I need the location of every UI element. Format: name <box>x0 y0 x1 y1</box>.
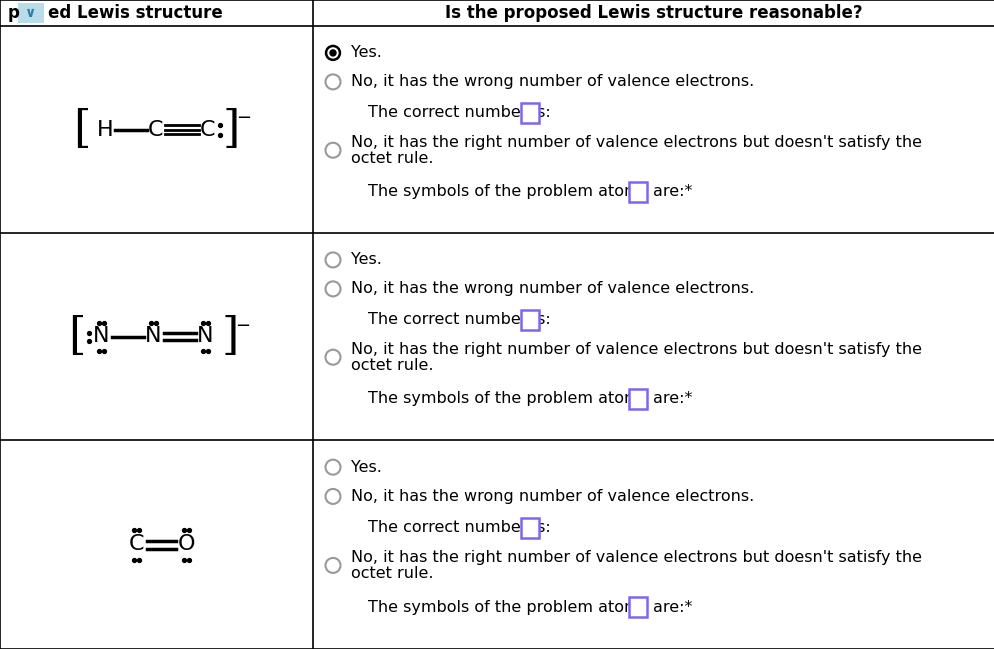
Text: Is the proposed Lewis structure reasonable?: Is the proposed Lewis structure reasonab… <box>444 4 862 22</box>
Text: octet rule.: octet rule. <box>351 151 433 165</box>
Text: No, it has the wrong number of valence electrons.: No, it has the wrong number of valence e… <box>351 489 753 504</box>
Text: C: C <box>147 119 163 140</box>
Text: N: N <box>145 326 162 347</box>
Text: The symbols of the problem atoms are:*: The symbols of the problem atoms are:* <box>368 184 692 199</box>
FancyBboxPatch shape <box>520 310 538 330</box>
FancyBboxPatch shape <box>520 103 538 123</box>
FancyBboxPatch shape <box>629 597 647 617</box>
Text: −: − <box>235 317 249 334</box>
Text: Yes.: Yes. <box>351 45 382 60</box>
Text: The correct number is:: The correct number is: <box>368 520 551 535</box>
Text: N: N <box>93 326 109 347</box>
Text: No, it has the wrong number of valence electrons.: No, it has the wrong number of valence e… <box>351 75 753 90</box>
Text: octet rule.: octet rule. <box>351 566 433 581</box>
Text: ]: ] <box>223 108 240 151</box>
Text: N: N <box>197 326 214 347</box>
Text: O: O <box>178 535 195 554</box>
Text: ]: ] <box>222 315 239 358</box>
Text: C: C <box>128 535 144 554</box>
Text: p: p <box>8 4 20 22</box>
Text: ed Lewis structure: ed Lewis structure <box>48 4 223 22</box>
Text: Yes.: Yes. <box>351 459 382 474</box>
Text: H: H <box>97 119 113 140</box>
Text: [: [ <box>68 315 85 358</box>
Circle shape <box>325 45 340 60</box>
FancyBboxPatch shape <box>520 518 538 538</box>
Text: Yes.: Yes. <box>351 252 382 267</box>
Text: No, it has the right number of valence electrons but doesn't satisfy the: No, it has the right number of valence e… <box>351 135 921 150</box>
Text: C: C <box>200 119 215 140</box>
Text: [: [ <box>73 108 90 151</box>
FancyBboxPatch shape <box>18 3 44 23</box>
Circle shape <box>330 50 336 56</box>
Text: No, it has the right number of valence electrons but doesn't satisfy the: No, it has the right number of valence e… <box>351 342 921 357</box>
Text: octet rule.: octet rule. <box>351 358 433 373</box>
Text: −: − <box>236 110 250 127</box>
Text: No, it has the wrong number of valence electrons.: No, it has the wrong number of valence e… <box>351 282 753 297</box>
Circle shape <box>328 48 338 58</box>
Text: The correct number is:: The correct number is: <box>368 105 551 121</box>
Text: The correct number is:: The correct number is: <box>368 312 551 328</box>
Text: ∨: ∨ <box>26 6 37 20</box>
FancyBboxPatch shape <box>629 389 647 409</box>
Text: The symbols of the problem atoms are:*: The symbols of the problem atoms are:* <box>368 391 692 406</box>
Text: No, it has the right number of valence electrons but doesn't satisfy the: No, it has the right number of valence e… <box>351 550 921 565</box>
FancyBboxPatch shape <box>629 182 647 202</box>
Text: The symbols of the problem atoms are:*: The symbols of the problem atoms are:* <box>368 600 692 615</box>
